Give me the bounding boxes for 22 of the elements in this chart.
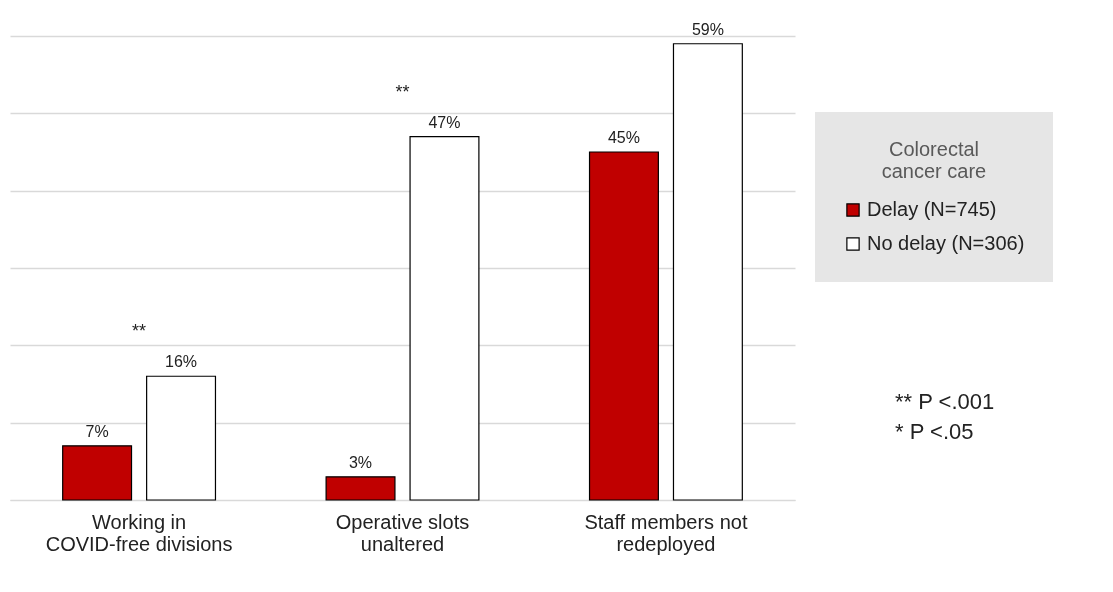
bar — [588, 151, 659, 501]
text: ** P <.001 — [895, 389, 995, 414]
bar — [672, 43, 743, 501]
x-tick-label: Working in COVID-free divisions — [45, 510, 233, 555]
data-label: 45% — [607, 129, 640, 146]
legend-label: Delay (N=745) — [867, 198, 997, 220]
text: * P <.05 — [895, 419, 974, 444]
data-label: 47% — [428, 113, 461, 131]
x-tick-label: Staff members not redeployed — [584, 510, 748, 555]
data-label: 16% — [165, 353, 198, 371]
x-tick-label: Operative slots unaltered — [335, 510, 470, 555]
bar — [409, 135, 480, 501]
data-label: 59% — [691, 20, 724, 38]
bar — [325, 476, 396, 501]
bar — [146, 375, 217, 501]
bar — [62, 445, 133, 501]
legend-title: Colorectal cancer care — [881, 138, 987, 182]
data-label: 3% — [348, 453, 373, 471]
annotation: ** — [395, 81, 410, 102]
legend-label: No delay (N=306) — [867, 232, 1025, 254]
annotation: ** — [132, 321, 147, 342]
data-label: 7% — [85, 422, 109, 440]
